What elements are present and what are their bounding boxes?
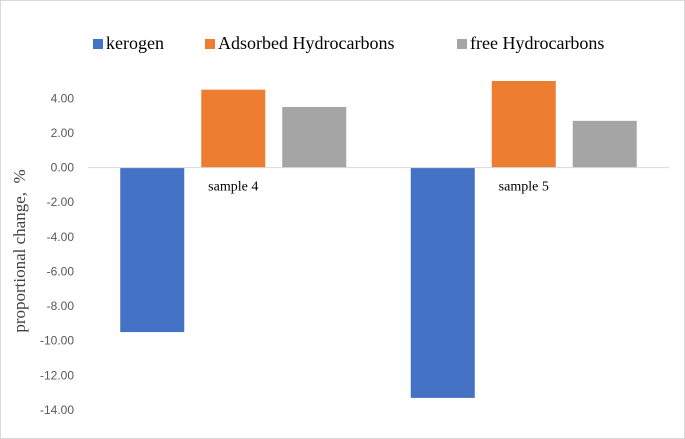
bar-kerogen-2: [410, 167, 475, 398]
y-tick-label: 4.00: [51, 91, 75, 105]
y-tick-label: 0.00: [51, 161, 75, 175]
legend: kerogen Adsorbed Hydrocarbons free Hydroca…: [93, 33, 604, 53]
y-axis-ticks: 4.00 2.00 0.00 -2.00 -4.00 -6.00 -8.00 -10.00 -1…: [40, 91, 74, 417]
legend-label: free Hydrocarbons: [470, 33, 604, 53]
y-axis-title: proportional change, %: [10, 169, 29, 332]
bar-kerogen-1: [120, 167, 185, 333]
y-tick-label: 2.00: [51, 126, 75, 140]
category-label: sample 4: [208, 180, 258, 195]
legend-swatch: [93, 39, 103, 49]
legend-swatch: [457, 39, 467, 49]
y-tick-label: -14.00: [40, 403, 74, 417]
category-label: sample 5: [499, 180, 549, 195]
bar-free-hydrocarbons-2: [572, 120, 637, 168]
bar-adsorbed-hydrocarbons-2: [491, 81, 556, 168]
bar-free-hydrocarbons-1: [282, 106, 347, 168]
legend-label: kerogen: [106, 33, 164, 53]
legend-label: Adsorbed Hydrocarbons: [218, 33, 394, 53]
legend-item: Adsorbed Hydrocarbons: [205, 33, 394, 53]
y-tick-label: -6.00: [47, 264, 75, 278]
category-labels: sample 4 sample 5: [208, 180, 549, 195]
y-tick-label: -10.00: [40, 334, 74, 348]
legend-item: kerogen: [93, 33, 164, 53]
legend-swatch: [205, 39, 215, 49]
y-tick-label: -8.00: [47, 299, 75, 313]
y-tick-label: -4.00: [47, 230, 75, 244]
y-tick-label: -2.00: [47, 195, 75, 209]
bar-adsorbed-hydrocarbons-1: [201, 89, 266, 168]
bars: [120, 81, 637, 398]
legend-item: free Hydrocarbons: [457, 33, 604, 53]
y-tick-label: -12.00: [40, 368, 74, 382]
